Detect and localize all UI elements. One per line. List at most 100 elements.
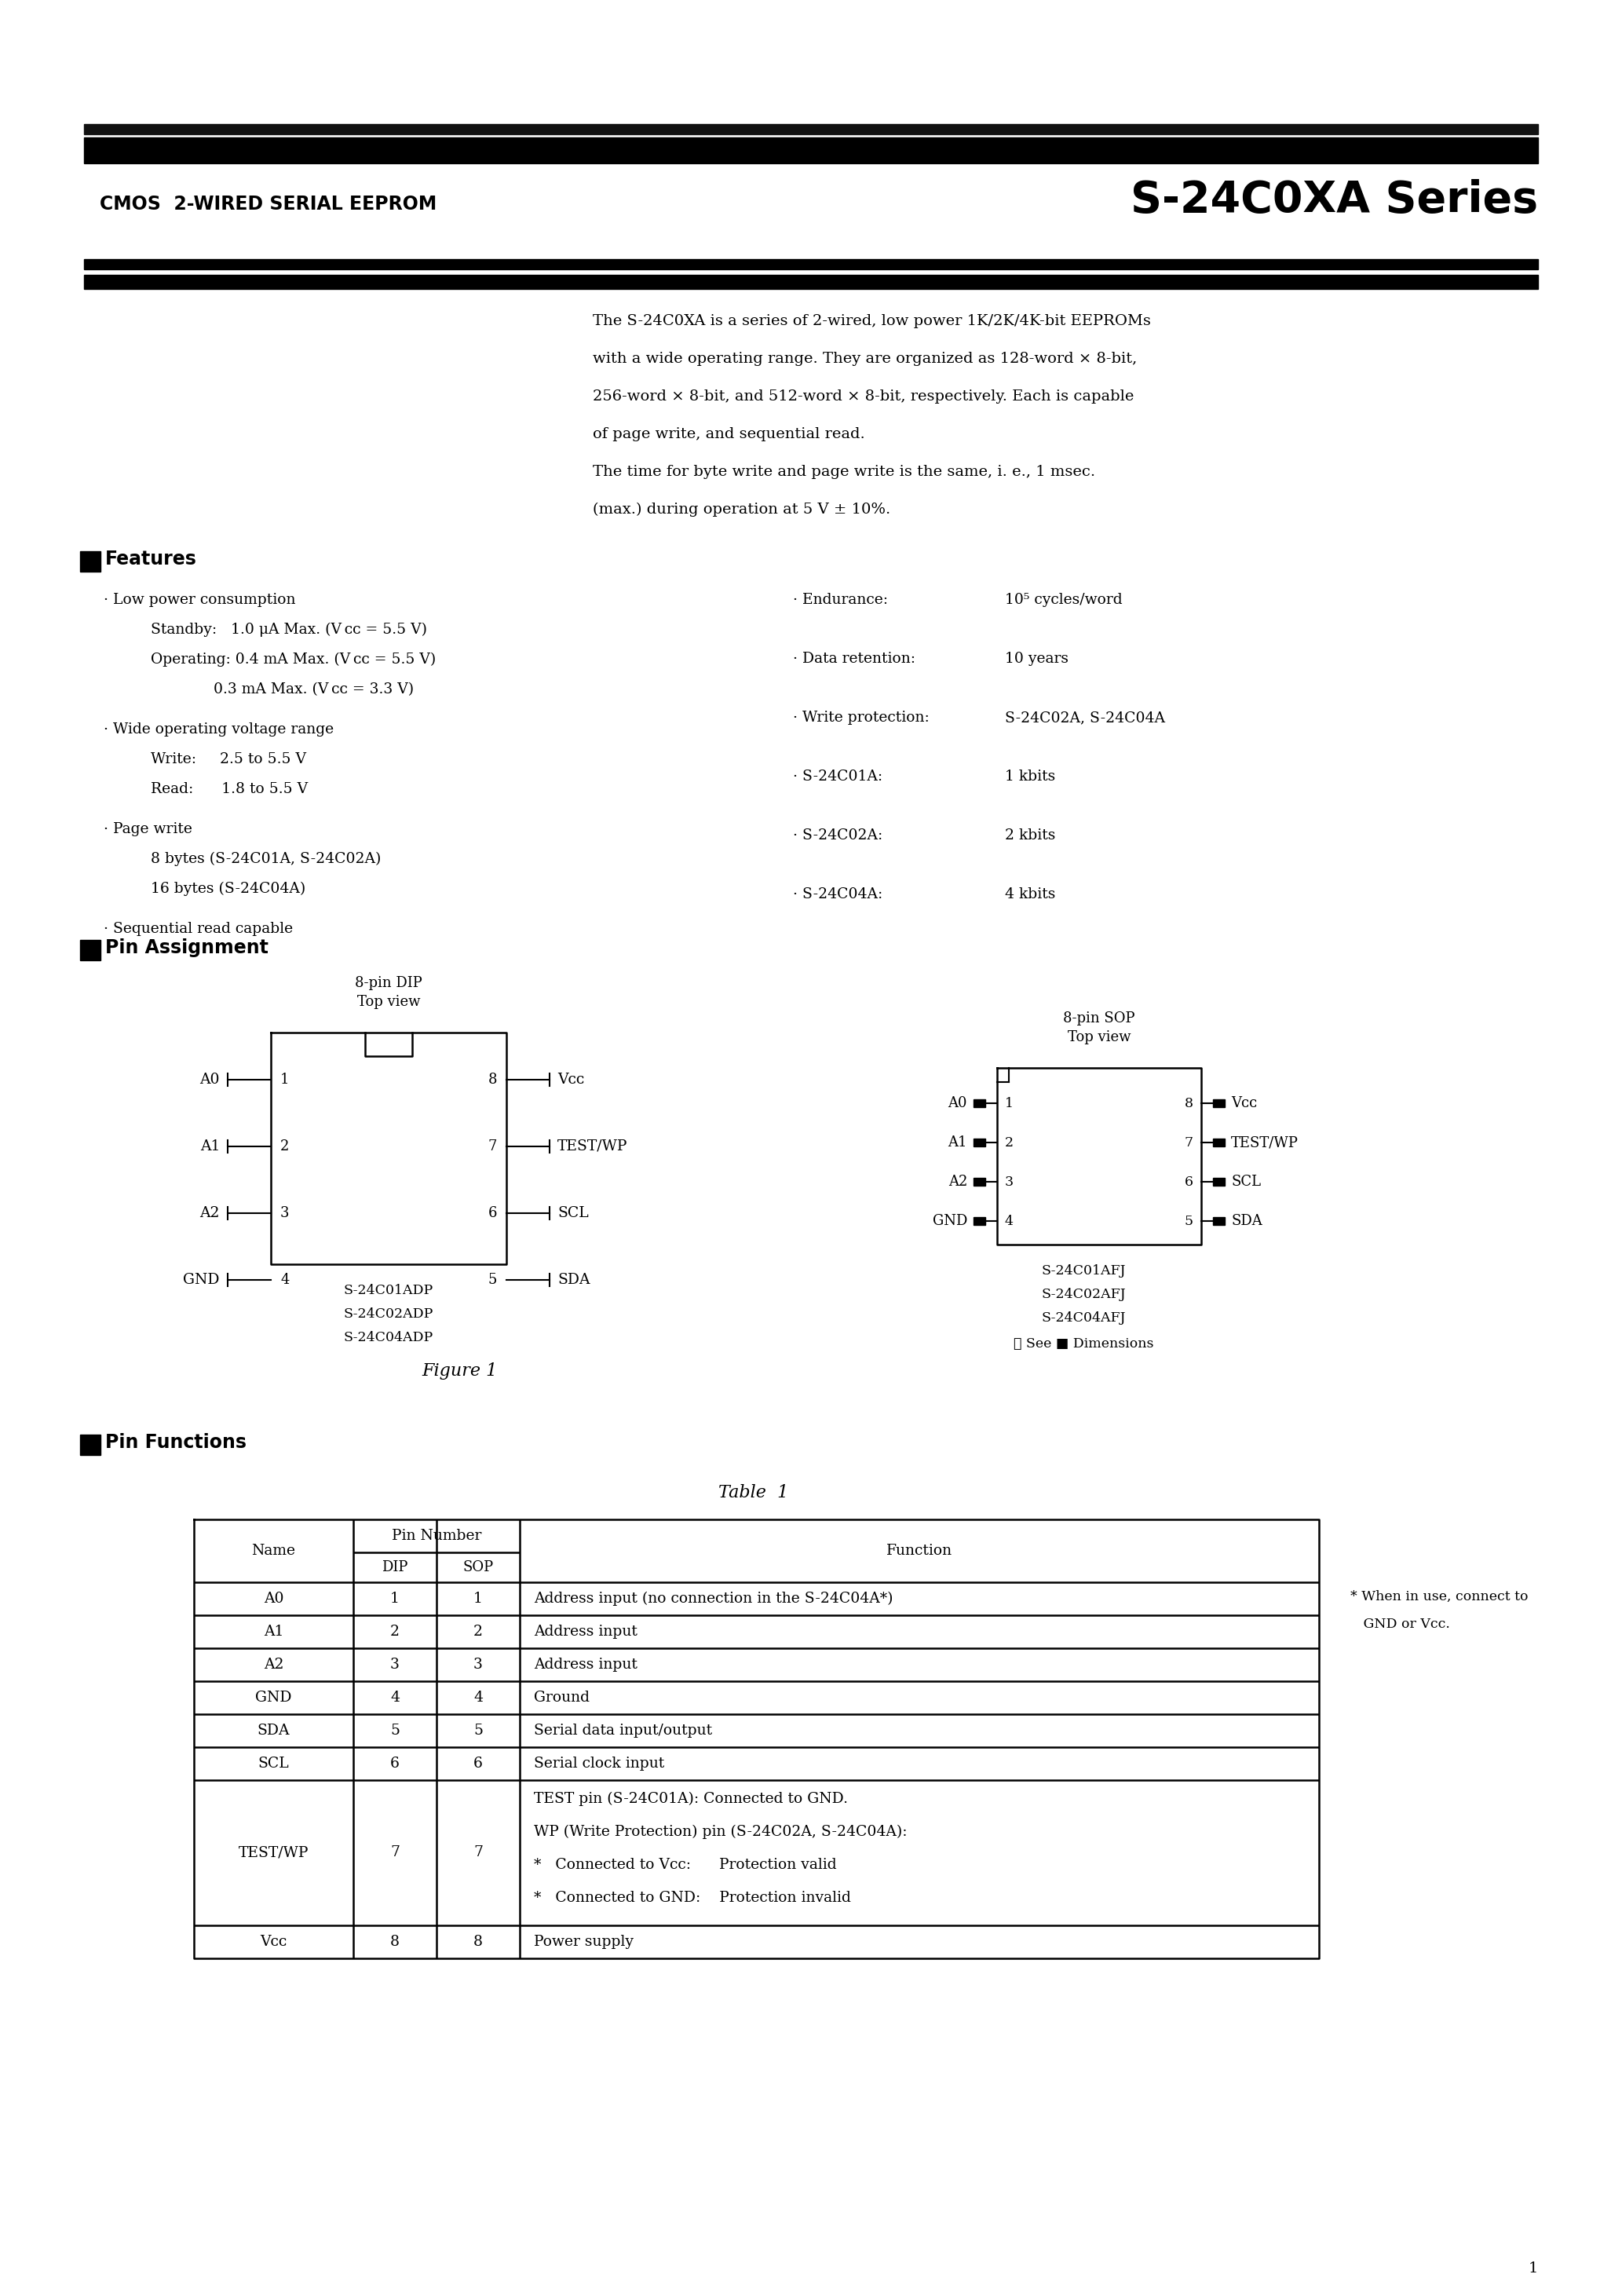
Text: · Sequential read capable: · Sequential read capable	[104, 923, 294, 937]
Text: SDA: SDA	[558, 1272, 590, 1288]
Text: 5: 5	[474, 1724, 483, 1738]
Text: 5: 5	[391, 1724, 399, 1738]
Polygon shape	[84, 276, 1538, 289]
Text: 4 kbits: 4 kbits	[1006, 886, 1056, 902]
Text: of page write, and sequential read.: of page write, and sequential read.	[592, 427, 865, 441]
Text: 2: 2	[391, 1626, 399, 1639]
Text: 2: 2	[474, 1626, 483, 1639]
Text: S-24C02AFJ: S-24C02AFJ	[1041, 1288, 1126, 1302]
Text: 1: 1	[474, 1591, 483, 1605]
Text: Top view: Top view	[357, 994, 420, 1008]
Text: Address input (no connection in the S-24C04A*): Address input (no connection in the S-24…	[534, 1591, 894, 1605]
Text: CMOS  2-WIRED SERIAL EEPROM: CMOS 2-WIRED SERIAL EEPROM	[99, 195, 436, 214]
Text: TEST/WP: TEST/WP	[238, 1846, 308, 1860]
Text: A2: A2	[264, 1658, 284, 1671]
Text: SCL: SCL	[1231, 1176, 1260, 1189]
Text: 1: 1	[391, 1591, 399, 1605]
Text: 8-pin DIP: 8-pin DIP	[355, 976, 422, 990]
Text: 4: 4	[281, 1272, 289, 1288]
Text: 8: 8	[474, 1936, 483, 1949]
Text: · Low power consumption: · Low power consumption	[104, 592, 295, 606]
Text: Serial clock input: Serial clock input	[534, 1756, 665, 1770]
Polygon shape	[84, 138, 1538, 163]
Text: 8 bytes (S-24C01A, S-24C02A): 8 bytes (S-24C01A, S-24C02A)	[151, 852, 381, 866]
Text: with a wide operating range. They are organized as 128-word × 8-bit,: with a wide operating range. They are or…	[592, 351, 1137, 365]
Polygon shape	[1213, 1139, 1225, 1146]
Polygon shape	[79, 939, 101, 960]
Text: A2: A2	[200, 1205, 221, 1219]
Polygon shape	[1213, 1100, 1225, 1107]
Text: 2: 2	[1006, 1137, 1014, 1150]
Text: · Endurance:: · Endurance:	[793, 592, 887, 606]
Text: · S-24C02A:: · S-24C02A:	[793, 829, 882, 843]
Text: Figure 1: Figure 1	[422, 1362, 496, 1380]
Text: · S-24C04A:: · S-24C04A:	[793, 886, 882, 902]
Text: S-24C02A, S-24C04A: S-24C02A, S-24C04A	[1006, 712, 1165, 726]
Text: Pin Number: Pin Number	[391, 1529, 482, 1543]
Text: Power supply: Power supply	[534, 1936, 634, 1949]
Text: A1: A1	[200, 1139, 221, 1153]
Text: Vᴄᴄ: Vᴄᴄ	[1231, 1095, 1257, 1111]
Text: Standby:   1.0 μA Max. (V ᴄᴄ = 5.5 V): Standby: 1.0 μA Max. (V ᴄᴄ = 5.5 V)	[151, 622, 427, 636]
Text: WP (Write Protection) pin (S-24C02A, S-24C04A):: WP (Write Protection) pin (S-24C02A, S-2…	[534, 1825, 907, 1839]
Text: SCL: SCL	[558, 1205, 589, 1219]
Text: 4: 4	[391, 1690, 399, 1704]
Text: *   Connected to GND:    Protection invalid: * Connected to GND: Protection invalid	[534, 1892, 852, 1906]
Text: A1: A1	[264, 1626, 284, 1639]
Text: TEST/WP: TEST/WP	[558, 1139, 628, 1153]
Text: 5: 5	[488, 1272, 496, 1288]
Text: Top view: Top view	[1067, 1031, 1131, 1045]
Text: 1: 1	[1528, 2262, 1538, 2275]
Text: Features: Features	[105, 549, 196, 569]
Text: *   Connected to Vcc:      Protection valid: * Connected to Vcc: Protection valid	[534, 1857, 837, 1871]
Text: 4: 4	[1006, 1215, 1014, 1228]
Text: 1: 1	[1006, 1097, 1014, 1109]
Text: S-24C0XA Series: S-24C0XA Series	[1131, 179, 1538, 220]
Polygon shape	[84, 259, 1538, 269]
Text: Serial data input/output: Serial data input/output	[534, 1724, 712, 1738]
Polygon shape	[973, 1178, 985, 1185]
Text: 2 kbits: 2 kbits	[1006, 829, 1056, 843]
Text: Read:      1.8 to 5.5 V: Read: 1.8 to 5.5 V	[151, 783, 308, 797]
Text: (max.) during operation at 5 V ± 10%.: (max.) during operation at 5 V ± 10%.	[592, 503, 890, 517]
Text: 1 kbits: 1 kbits	[1006, 769, 1056, 783]
Text: · S-24C01A:: · S-24C01A:	[793, 769, 882, 783]
Text: A0: A0	[947, 1095, 967, 1111]
Polygon shape	[1213, 1217, 1225, 1226]
Text: S-24C04AFJ: S-24C04AFJ	[1041, 1311, 1126, 1325]
Polygon shape	[1213, 1178, 1225, 1185]
Text: 4: 4	[474, 1690, 483, 1704]
Text: 256-word × 8-bit, and 512-word × 8-bit, respectively. Each is capable: 256-word × 8-bit, and 512-word × 8-bit, …	[592, 390, 1134, 404]
Polygon shape	[973, 1100, 985, 1107]
Text: SDA: SDA	[258, 1724, 290, 1738]
Text: 7: 7	[391, 1846, 399, 1860]
Polygon shape	[79, 551, 101, 572]
Text: 8: 8	[391, 1936, 399, 1949]
Text: GND: GND	[255, 1690, 292, 1704]
Polygon shape	[973, 1139, 985, 1146]
Text: TEST pin (S-24C01A): Connected to GND.: TEST pin (S-24C01A): Connected to GND.	[534, 1791, 848, 1807]
Text: Vᴄᴄ: Vᴄᴄ	[558, 1072, 584, 1086]
Text: A0: A0	[200, 1072, 221, 1086]
Text: 6: 6	[1184, 1176, 1194, 1189]
Text: A2: A2	[949, 1176, 967, 1189]
Text: GND: GND	[933, 1215, 967, 1228]
Text: Vᴄᴄ: Vᴄᴄ	[260, 1936, 287, 1949]
Polygon shape	[84, 124, 1538, 133]
Text: 8: 8	[1184, 1097, 1194, 1109]
Text: GND or Vcc.: GND or Vcc.	[1351, 1619, 1450, 1630]
Text: 3: 3	[1006, 1176, 1014, 1189]
Text: 3: 3	[391, 1658, 399, 1671]
Text: 6: 6	[488, 1205, 496, 1219]
Text: · Data retention:: · Data retention:	[793, 652, 915, 666]
Text: Address input: Address input	[534, 1658, 637, 1671]
Text: Ground: Ground	[534, 1690, 590, 1704]
Text: A0: A0	[264, 1591, 284, 1605]
Polygon shape	[79, 1435, 101, 1456]
Text: SOP: SOP	[462, 1561, 493, 1575]
Text: 3: 3	[281, 1205, 289, 1219]
Text: ※ See ■ Dimensions: ※ See ■ Dimensions	[1014, 1336, 1153, 1350]
Text: TEST/WP: TEST/WP	[1231, 1137, 1299, 1150]
Polygon shape	[973, 1217, 985, 1226]
Text: S-24C01AFJ: S-24C01AFJ	[1041, 1265, 1126, 1277]
